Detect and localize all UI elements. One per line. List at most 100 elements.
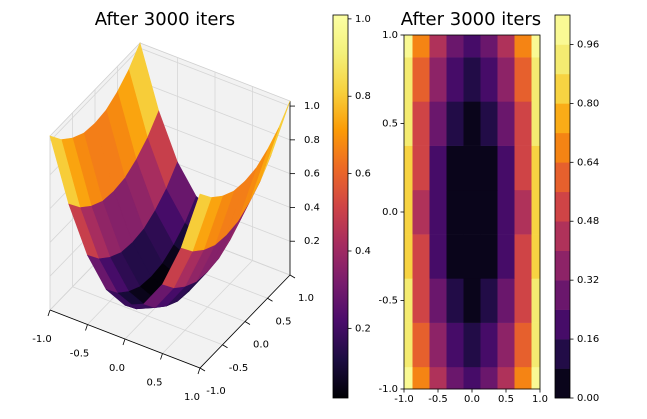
tick-mark — [47, 309, 51, 317]
contour-cell — [497, 101, 515, 146]
contour-cell — [480, 322, 498, 368]
y-tick-label: -1.0 — [206, 386, 226, 397]
y-tick-label: 0.0 — [382, 207, 398, 218]
y-tick-label: -0.5 — [378, 296, 398, 307]
contour-cell — [404, 322, 413, 368]
contour-cell — [531, 101, 541, 146]
contour-cell — [412, 189, 430, 235]
chart-title: After 3000 iters — [95, 9, 235, 30]
y-tick-label: 1.0 — [298, 293, 314, 304]
contour-cell — [463, 57, 481, 102]
contour-cell — [412, 35, 430, 58]
contour-cell — [412, 57, 430, 102]
tick-mark — [199, 367, 206, 372]
colorbar-tick-label: 0.80 — [577, 98, 599, 109]
contour-cell — [429, 35, 447, 58]
contour-cell — [429, 145, 447, 191]
x-tick-label: -1.0 — [394, 394, 414, 405]
contour-cell — [531, 366, 541, 390]
contour-cell — [480, 101, 498, 146]
z-tick-label: 1.0 — [304, 101, 320, 112]
contour-cell — [446, 189, 464, 235]
contour-cell — [497, 234, 515, 279]
colorbar-tick-label: 0.96 — [577, 39, 599, 50]
contour-cell — [446, 57, 464, 102]
contour-cell — [412, 366, 430, 390]
contour-cell — [429, 366, 447, 390]
contour-cell — [446, 101, 464, 146]
contour-cell — [531, 35, 541, 58]
y-tick-label: -1.0 — [378, 384, 398, 395]
z-tick-label: 0.4 — [304, 202, 320, 213]
contour-cell — [404, 57, 413, 102]
contour-cell — [531, 234, 541, 279]
colorbar-band — [555, 221, 570, 251]
y-tick-label: 1.0 — [382, 30, 398, 41]
contour-cell — [531, 189, 541, 235]
contour-cell — [497, 189, 515, 235]
colorbar-tick-label: 0.16 — [577, 334, 599, 345]
colorbar-band — [555, 132, 570, 163]
contour-cell — [429, 189, 447, 235]
contour-cell — [463, 322, 481, 368]
colorbar-band — [555, 368, 570, 399]
x-tick-label: -1.0 — [32, 334, 52, 345]
contour-cell — [404, 234, 413, 279]
tick-mark — [85, 324, 88, 331]
colorbar-tick-label: 0.8 — [355, 91, 371, 102]
contour-cell — [463, 278, 481, 323]
contour-cell — [446, 145, 464, 191]
colorbar-tick-label: 0.4 — [355, 246, 371, 257]
x-tick-label: 0.5 — [498, 394, 514, 405]
contour-cell — [412, 278, 430, 323]
colorbar-band — [555, 339, 570, 369]
contour-cell — [514, 35, 532, 58]
contour-cell — [480, 35, 498, 58]
contour-cell — [404, 35, 413, 58]
y-tick-label: 0.0 — [253, 340, 269, 351]
colorbar-band — [555, 103, 570, 134]
contour-cell — [480, 145, 498, 191]
contour-cell — [463, 145, 481, 191]
contour-cell — [514, 366, 532, 390]
colorbar-tick-label: 0.32 — [577, 275, 599, 286]
contour-cell — [412, 322, 430, 368]
contour-cell — [429, 234, 447, 279]
colorbar-band — [555, 191, 570, 222]
contour-cell — [446, 278, 464, 323]
contour-cell — [531, 145, 541, 191]
contour-cell — [514, 101, 532, 146]
tick-mark — [244, 321, 251, 325]
contour-cell — [446, 35, 464, 58]
contour-cell — [531, 57, 541, 102]
colorbar-tick-label: 0.2 — [355, 323, 371, 334]
contour-cell — [463, 101, 481, 146]
contour-cell — [404, 101, 413, 146]
contour-cell — [514, 57, 532, 102]
contour-cell — [480, 278, 498, 323]
contour-cell — [497, 278, 515, 323]
chart-title: After 3000 iters — [401, 9, 541, 30]
z-tick-label: 0.8 — [304, 135, 320, 146]
contour-cell — [412, 145, 430, 191]
contour-cell — [429, 322, 447, 368]
colorbar-band — [555, 44, 570, 75]
contour-cell — [463, 189, 481, 235]
z-tick-label: 0.2 — [304, 236, 320, 247]
colorbar-tick-label: 0.64 — [577, 157, 599, 168]
x-tick-label: 0.5 — [147, 378, 163, 389]
surface-patch — [180, 193, 212, 252]
colorbar-band — [555, 280, 570, 310]
tick-mark — [122, 338, 126, 346]
contour-cell — [429, 57, 447, 102]
contour-cell — [446, 366, 464, 390]
contour-cell — [480, 57, 498, 102]
contour-cell — [514, 278, 532, 323]
contour-cell — [480, 234, 498, 279]
axis-line — [49, 101, 291, 369]
contour-cell — [497, 57, 515, 102]
contour-cell — [429, 278, 447, 323]
contour-cell — [412, 234, 430, 279]
contour-cell — [463, 35, 481, 58]
